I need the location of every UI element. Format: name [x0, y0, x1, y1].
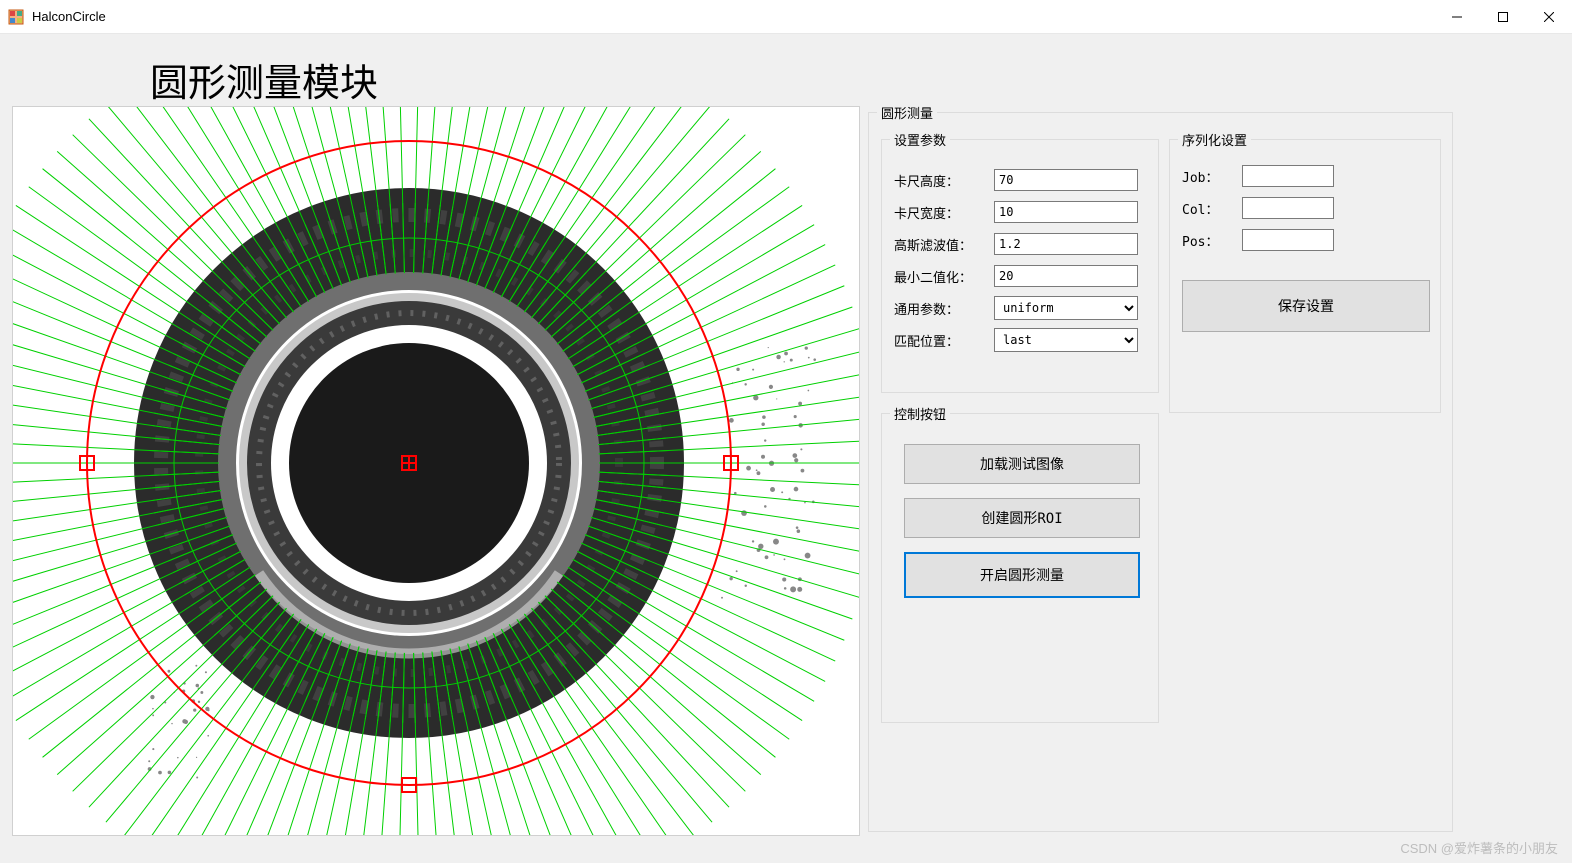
- group-serial: 序列化设置 Job： Col： Pos： 保存设置: [1169, 139, 1441, 413]
- serial-pos-label: Pos：: [1182, 231, 1242, 250]
- window-controls: [1434, 0, 1572, 33]
- serial-job-row: Job：: [1182, 164, 1334, 188]
- param-gauss-filter-label: 高斯滤波值：: [894, 235, 994, 254]
- titlebar: HalconCircle: [0, 0, 1572, 34]
- param-ruler-height-input[interactable]: [994, 169, 1138, 191]
- param-common-label: 通用参数：: [894, 299, 994, 318]
- group-serial-legend: 序列化设置: [1178, 130, 1251, 149]
- param-gauss-filter-input[interactable]: [994, 233, 1138, 255]
- group-controls-legend: 控制按钮: [890, 404, 950, 423]
- start-measure-button[interactable]: 开启圆形测量: [904, 552, 1140, 598]
- circle-diagram: [13, 107, 860, 836]
- group-params-legend: 设置参数: [890, 130, 950, 149]
- create-circle-roi-button[interactable]: 创建圆形ROI: [904, 498, 1140, 538]
- serial-col-label: Col：: [1182, 199, 1242, 218]
- param-ruler-height-row: 卡尺高度：: [894, 168, 1146, 192]
- group-params: 设置参数 卡尺高度： 卡尺宽度： 高斯滤波值： 最小二值化：: [881, 139, 1159, 393]
- param-common-row: 通用参数： uniform: [894, 296, 1146, 320]
- param-match-pos-select[interactable]: last: [994, 328, 1138, 352]
- serial-col-row: Col：: [1182, 196, 1334, 220]
- group-measure: 圆形测量 设置参数 卡尺高度： 卡尺宽度： 高斯滤波值： 最小二值化：: [868, 112, 1453, 832]
- window-title: HalconCircle: [32, 9, 1434, 24]
- param-common-select[interactable]: uniform: [994, 296, 1138, 320]
- close-button[interactable]: [1526, 0, 1572, 33]
- param-gauss-filter-row: 高斯滤波值：: [894, 232, 1146, 256]
- serial-job-input[interactable]: [1242, 165, 1334, 187]
- param-ruler-height-label: 卡尺高度：: [894, 171, 994, 190]
- group-measure-legend: 圆形测量: [877, 103, 937, 122]
- serial-pos-row: Pos：: [1182, 228, 1334, 252]
- load-test-image-button[interactable]: 加载测试图像: [904, 444, 1140, 484]
- serial-job-label: Job：: [1182, 167, 1242, 186]
- watermark: CSDN @爱炸薯条的小朋友: [1400, 838, 1558, 857]
- serial-pos-input[interactable]: [1242, 229, 1334, 251]
- param-min-binarize-label: 最小二值化：: [894, 267, 994, 286]
- minimize-button[interactable]: [1434, 0, 1480, 33]
- app-window: HalconCircle 圆形测量模块 圆形测量 设置参数 卡: [0, 0, 1572, 863]
- image-display[interactable]: [12, 106, 860, 836]
- param-ruler-width-input[interactable]: [994, 201, 1138, 223]
- app-icon: [8, 9, 24, 25]
- group-controls: 控制按钮 加载测试图像 创建圆形ROI 开启圆形测量: [881, 413, 1159, 723]
- param-match-pos-row: 匹配位置： last: [894, 328, 1146, 352]
- serial-col-input[interactable]: [1242, 197, 1334, 219]
- client-area: 圆形测量模块 圆形测量 设置参数 卡尺高度： 卡尺宽度： 高斯滤波值：: [0, 34, 1572, 863]
- param-min-binarize-row: 最小二值化：: [894, 264, 1146, 288]
- param-match-pos-label: 匹配位置：: [894, 331, 994, 350]
- save-settings-button[interactable]: 保存设置: [1182, 280, 1430, 332]
- param-ruler-width-label: 卡尺宽度：: [894, 203, 994, 222]
- param-ruler-width-row: 卡尺宽度：: [894, 200, 1146, 224]
- page-title: 圆形测量模块: [150, 52, 378, 107]
- maximize-button[interactable]: [1480, 0, 1526, 33]
- param-min-binarize-input[interactable]: [994, 265, 1138, 287]
